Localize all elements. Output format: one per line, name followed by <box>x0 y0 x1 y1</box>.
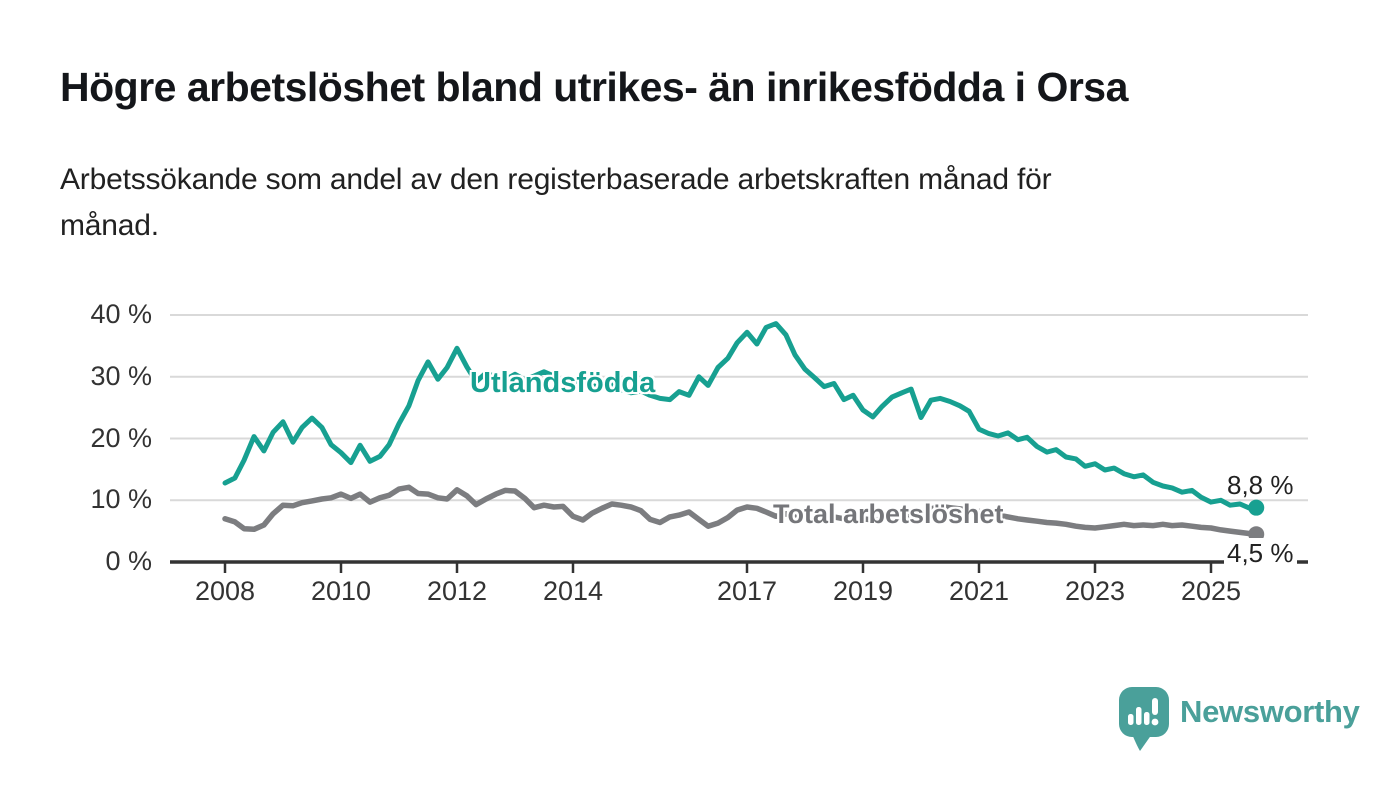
chart-subtitle-line-1: Arbetssökande som andel av den registerb… <box>60 163 1052 196</box>
y-tick-label: 10 % <box>90 484 152 515</box>
series-label-utlandsfodda: Utlandsfödda <box>470 367 656 399</box>
end-value-label-utlandsfodda: 8,8 % <box>1227 470 1294 500</box>
x-tick-label: 2023 <box>1064 576 1126 606</box>
x-tick-label: 2019 <box>832 576 894 606</box>
y-tick-label: 40 % <box>90 299 152 329</box>
x-tick-label: 2021 <box>948 576 1010 606</box>
newsworthy-logo: Newsworthy <box>1118 686 1378 756</box>
x-tick-label: 2014 <box>542 576 604 606</box>
series-end-dot-0 <box>1248 499 1265 516</box>
y-tick-label: 30 % <box>90 360 152 391</box>
page-title: Högre arbetslöshet bland utrikes- än inr… <box>60 64 1128 110</box>
y-tick-label: 20 % <box>90 422 152 453</box>
x-tick-label: 2008 <box>194 576 256 606</box>
newsworthy-logo-text: Newsworthy <box>1180 694 1360 729</box>
y-tick-label: 0 % <box>105 546 152 576</box>
x-tick-label: 2017 <box>716 576 778 606</box>
x-tick-label: 2025 <box>1180 576 1242 606</box>
series-label-total-arbetsloshet: Total arbetslöshet <box>773 499 1004 529</box>
x-tick-label: 2012 <box>426 576 488 606</box>
end-value-label-total: 4,5 % <box>1224 538 1297 569</box>
series-line-1 <box>222 484 1259 537</box>
series-line-0 <box>222 321 1259 511</box>
chart-subtitle-line-2: månad. <box>60 209 159 242</box>
x-tick-label: 2010 <box>310 576 372 606</box>
newsworthy-logo-icon <box>1119 687 1169 751</box>
